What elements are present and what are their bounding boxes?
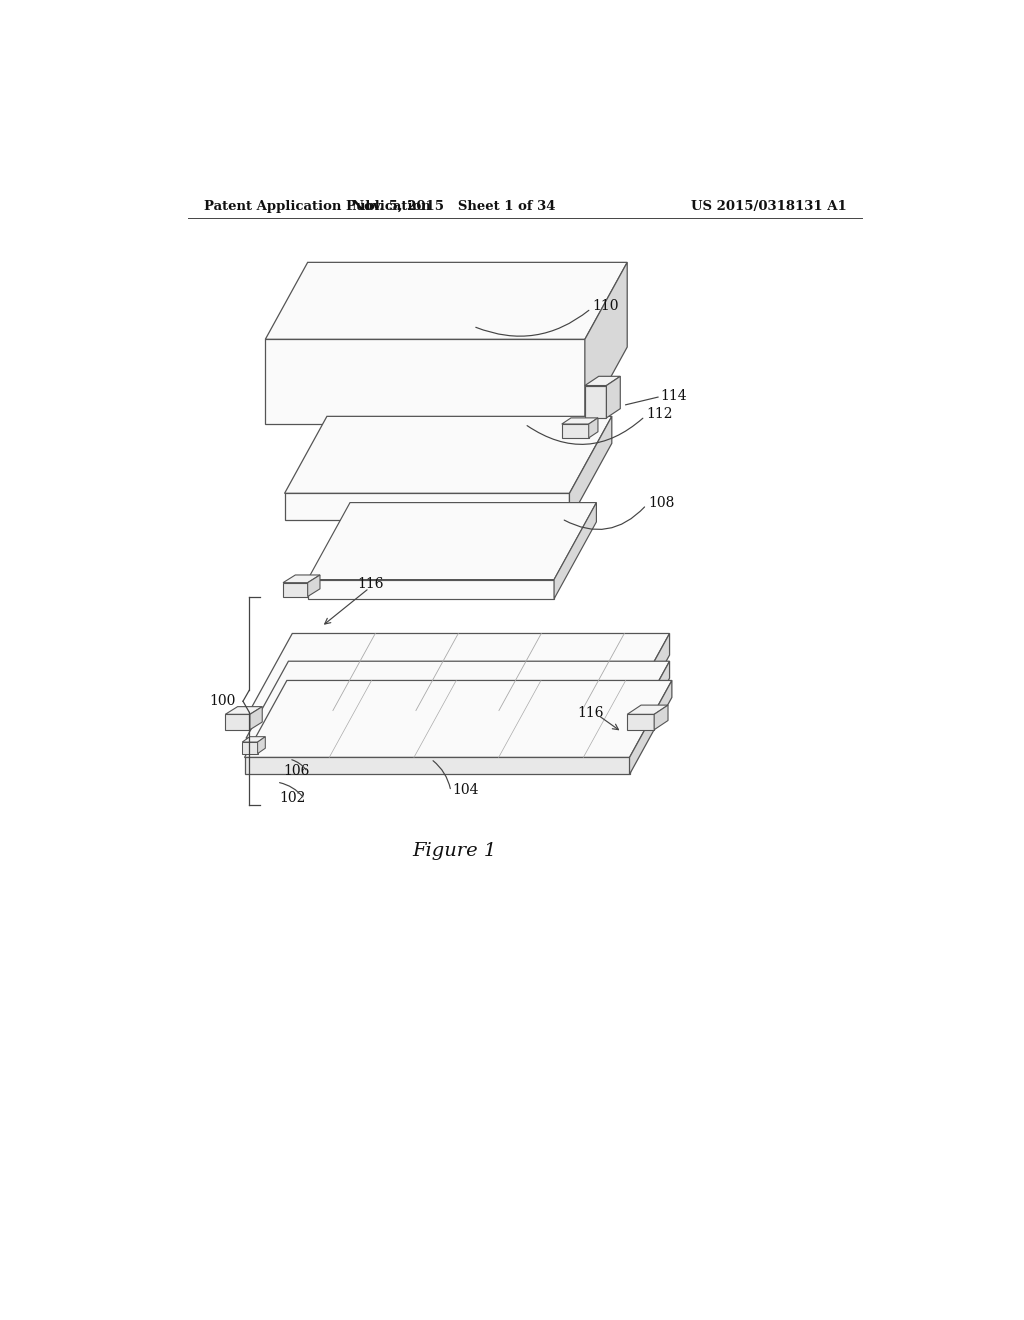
Text: 114: 114 (660, 388, 687, 403)
Polygon shape (628, 634, 670, 733)
Polygon shape (628, 705, 668, 714)
Text: 116: 116 (357, 577, 384, 591)
Text: 104: 104 (453, 783, 479, 797)
Polygon shape (243, 737, 265, 742)
Text: 108: 108 (648, 496, 675, 511)
Polygon shape (250, 706, 262, 730)
Polygon shape (243, 742, 258, 754)
Polygon shape (307, 503, 596, 579)
Polygon shape (225, 714, 250, 730)
Text: 100: 100 (209, 694, 236, 709)
Text: 112: 112 (646, 407, 673, 421)
Polygon shape (585, 385, 606, 418)
Polygon shape (628, 661, 670, 755)
Polygon shape (554, 503, 596, 599)
Polygon shape (283, 582, 307, 597)
Polygon shape (245, 758, 630, 775)
Polygon shape (285, 416, 611, 494)
Polygon shape (585, 376, 621, 385)
Polygon shape (265, 339, 585, 424)
Text: Nov. 5, 2015   Sheet 1 of 34: Nov. 5, 2015 Sheet 1 of 34 (352, 199, 556, 213)
Text: US 2015/0318131 A1: US 2015/0318131 A1 (691, 199, 847, 213)
Polygon shape (569, 416, 611, 520)
Polygon shape (246, 738, 628, 755)
Polygon shape (250, 710, 628, 733)
Text: 102: 102 (280, 791, 306, 804)
Polygon shape (562, 418, 598, 424)
Text: Patent Application Publication: Patent Application Publication (204, 199, 430, 213)
Polygon shape (307, 576, 319, 597)
Polygon shape (265, 263, 628, 339)
Polygon shape (250, 634, 670, 710)
Polygon shape (585, 263, 628, 424)
Polygon shape (654, 705, 668, 730)
Polygon shape (283, 576, 319, 582)
Text: Figure 1: Figure 1 (412, 842, 496, 861)
Polygon shape (628, 714, 654, 730)
Polygon shape (589, 418, 598, 438)
Polygon shape (606, 376, 621, 418)
Polygon shape (246, 661, 670, 738)
Polygon shape (285, 494, 569, 520)
Polygon shape (258, 737, 265, 754)
Polygon shape (562, 424, 589, 438)
Text: 116: 116 (578, 706, 604, 719)
Text: 106: 106 (283, 763, 309, 777)
Polygon shape (307, 579, 554, 599)
Text: 110: 110 (593, 300, 620, 313)
Polygon shape (225, 706, 262, 714)
Polygon shape (630, 681, 672, 775)
Polygon shape (245, 681, 672, 758)
